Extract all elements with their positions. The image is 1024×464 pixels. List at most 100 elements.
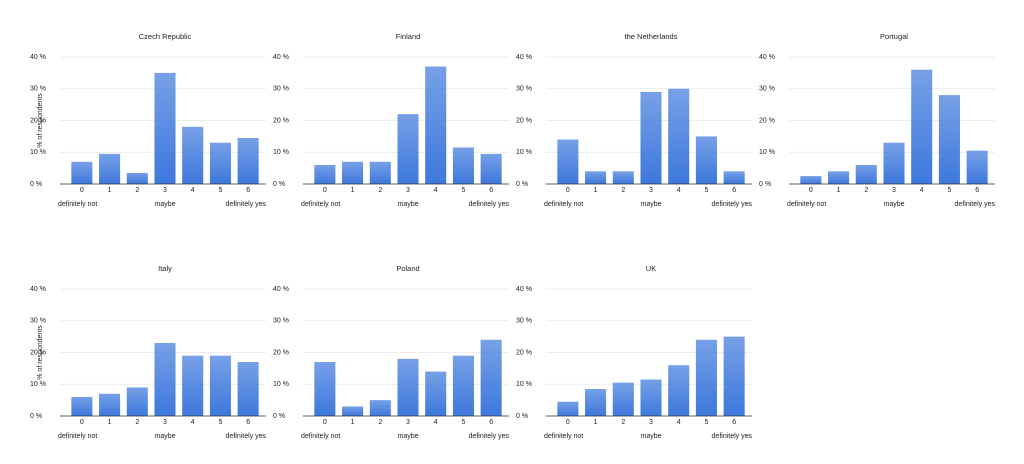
axis-annotation: definitely not xyxy=(544,201,583,208)
bar xyxy=(612,382,634,416)
bar xyxy=(668,88,690,184)
bar xyxy=(314,362,336,416)
x-tick-label: 6 xyxy=(246,419,250,426)
y-tick-label: 30 % xyxy=(516,318,532,325)
y-tick-label: 20 % xyxy=(30,349,46,356)
y-tick-label: 0 % xyxy=(273,181,285,188)
bar xyxy=(99,153,121,184)
bar xyxy=(126,387,148,416)
chart-panel: Poland 0 % 10 % 20 % 30 % 40 % 0 1 2 3 4 5 6 definite… xyxy=(273,264,509,440)
y-tick-label: 20 % xyxy=(516,117,532,124)
x-tick-label: 0 xyxy=(809,187,813,194)
chart-title: Czech Republic xyxy=(139,32,192,41)
x-tick-label: 3 xyxy=(892,187,896,194)
bar xyxy=(585,389,607,416)
axis-annotation: maybe xyxy=(883,201,904,208)
x-tick-label: 0 xyxy=(566,419,570,426)
y-tick-label: 10 % xyxy=(516,381,532,388)
bar xyxy=(585,171,607,184)
chart-title: Finland xyxy=(396,32,421,41)
x-tick-label: 0 xyxy=(323,187,327,194)
bar xyxy=(182,126,204,184)
x-tick-label: 2 xyxy=(864,187,868,194)
y-tick-label: 30 % xyxy=(273,86,289,93)
y-tick-label: 30 % xyxy=(30,318,46,325)
x-tick-label: 1 xyxy=(108,419,112,426)
bar xyxy=(154,342,176,416)
x-tick-label: 4 xyxy=(920,187,924,194)
x-tick-label: 1 xyxy=(108,187,112,194)
x-tick-label: 1 xyxy=(837,187,841,194)
x-tick-label: 5 xyxy=(704,419,708,426)
x-tick-label: 5 xyxy=(704,187,708,194)
bar xyxy=(209,142,231,184)
bar xyxy=(640,379,662,416)
x-tick-label: 3 xyxy=(163,187,167,194)
bar xyxy=(342,161,364,184)
bar xyxy=(182,355,204,416)
bar xyxy=(695,136,717,184)
y-tick-label: 40 % xyxy=(30,54,46,61)
x-tick-label: 6 xyxy=(489,187,493,194)
x-tick-label: 3 xyxy=(406,187,410,194)
x-tick-label: 4 xyxy=(677,419,681,426)
bar xyxy=(452,147,474,184)
x-tick-label: 2 xyxy=(378,419,382,426)
bar xyxy=(99,393,121,416)
bar xyxy=(209,355,231,416)
axis-annotation: definitely not xyxy=(787,201,826,208)
y-tick-label: 0 % xyxy=(516,181,528,188)
y-tick-label: 40 % xyxy=(759,54,775,61)
x-tick-label: 2 xyxy=(621,187,625,194)
y-axis-label: % of respondents xyxy=(37,93,44,148)
bar xyxy=(800,176,822,184)
axis-annotation: definitely yes xyxy=(226,433,267,440)
y-tick-label: 0 % xyxy=(273,413,285,420)
axis-annotation: definitely yes xyxy=(712,201,753,208)
bar xyxy=(397,114,419,184)
x-tick-label: 0 xyxy=(566,187,570,194)
x-tick-label: 6 xyxy=(489,419,493,426)
bar xyxy=(695,339,717,416)
axis-annotation: definitely yes xyxy=(469,433,510,440)
axis-annotation: definitely not xyxy=(301,201,340,208)
y-tick-label: 20 % xyxy=(273,117,289,124)
y-tick-label: 0 % xyxy=(759,181,771,188)
chart-panel: Italy % of respondents 0 % 10 % 20 % 30 % 40 %… xyxy=(30,264,266,440)
bar xyxy=(369,400,391,416)
bar xyxy=(126,172,148,184)
x-tick-label: 2 xyxy=(135,419,139,426)
x-tick-label: 1 xyxy=(351,419,355,426)
bar xyxy=(668,365,690,416)
x-tick-label: 4 xyxy=(434,419,438,426)
y-tick-label: 0 % xyxy=(516,413,528,420)
x-tick-label: 5 xyxy=(218,419,222,426)
y-tick-label: 40 % xyxy=(30,286,46,293)
x-tick-label: 0 xyxy=(80,187,84,194)
x-tick-label: 5 xyxy=(461,187,465,194)
y-tick-label: 30 % xyxy=(759,86,775,93)
axis-annotation: definitely yes xyxy=(226,201,267,208)
y-tick-label: 0 % xyxy=(30,181,42,188)
axis-annotation: maybe xyxy=(154,201,175,208)
y-tick-label: 10 % xyxy=(516,149,532,156)
bar xyxy=(612,171,634,184)
y-tick-label: 20 % xyxy=(516,349,532,356)
x-tick-label: 6 xyxy=(732,419,736,426)
bar xyxy=(71,161,93,184)
x-tick-label: 6 xyxy=(246,187,250,194)
y-tick-label: 10 % xyxy=(273,381,289,388)
y-tick-label: 40 % xyxy=(273,286,289,293)
x-tick-label: 1 xyxy=(351,187,355,194)
x-tick-label: 1 xyxy=(594,187,598,194)
axis-annotation: maybe xyxy=(397,433,418,440)
y-tick-label: 30 % xyxy=(516,86,532,93)
bar xyxy=(480,339,502,416)
axis-annotation: maybe xyxy=(640,433,661,440)
bar xyxy=(314,164,336,184)
x-tick-label: 3 xyxy=(406,419,410,426)
y-tick-label: 0 % xyxy=(30,413,42,420)
bar xyxy=(911,69,933,184)
axis-annotation: definitely not xyxy=(301,433,340,440)
